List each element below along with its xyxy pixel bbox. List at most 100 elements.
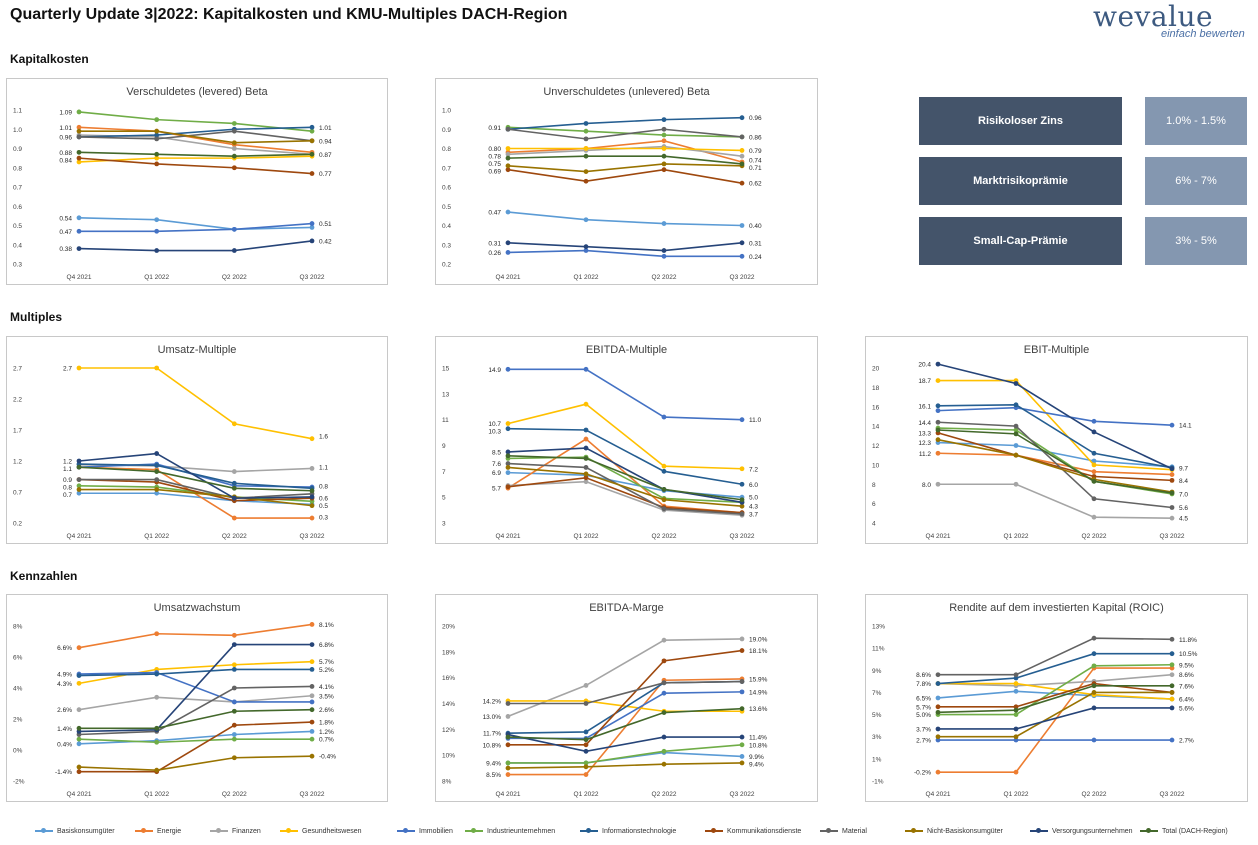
data-label: 0.26 [488, 250, 501, 257]
data-point [505, 167, 511, 173]
data-label: 7.6 [492, 461, 501, 468]
y-tick-label: 8% [442, 779, 452, 786]
legend-swatch [280, 828, 298, 833]
data-point [231, 662, 237, 668]
series-material [505, 126, 745, 142]
data-point [739, 115, 745, 121]
series-line [78, 668, 312, 677]
x-tick-label: Q1 2022 [1004, 791, 1029, 798]
series-line [78, 623, 313, 649]
data-point [935, 737, 941, 743]
data-point [1169, 705, 1175, 711]
series-line [79, 708, 313, 730]
data-point [76, 769, 82, 775]
chart-title: Verschuldetes (levered) Beta [126, 86, 268, 98]
data-point [583, 427, 589, 433]
series-basiskonsumg-ter [505, 209, 745, 228]
data-point [154, 217, 160, 223]
data-label: 5.0% [916, 712, 931, 719]
x-tick-label: Q1 2022 [574, 533, 599, 540]
y-tick-label: 2.2 [13, 397, 22, 404]
data-point [583, 701, 589, 706]
data-point [76, 490, 82, 496]
legend-item-material: Material [820, 824, 867, 838]
series-line [938, 379, 1173, 471]
series-line [78, 157, 313, 175]
series-total-dach-region [505, 153, 745, 167]
series-informationstechnologie [505, 426, 745, 487]
data-point [739, 648, 745, 653]
data-label: 1.2 [63, 459, 72, 466]
data-point [309, 171, 315, 176]
y-tick-label: 0.4 [13, 242, 22, 249]
data-point [935, 709, 941, 715]
data-point [935, 672, 941, 678]
data-label: 8.1% [319, 622, 334, 629]
data-point [1091, 651, 1097, 657]
chart-unlevered-beta: Unverschuldetes (unlevered) Beta 0.2 0.3 0.… [435, 78, 818, 285]
data-point [661, 506, 667, 512]
chart-svg: Unverschuldetes (unlevered) Beta 0.2 0.3 0.… [442, 86, 762, 281]
data-label: 0.31 [488, 240, 501, 247]
x-tick-label: Q4 2021 [926, 533, 951, 540]
x-tick-label: Q2 2022 [1082, 533, 1107, 540]
series-kommunikationsdienste [505, 167, 745, 186]
data-point [231, 128, 237, 134]
series-line [507, 455, 743, 501]
series-industrieunternehmen [76, 109, 315, 134]
legend-label: Versorgungsunternehmen [1052, 827, 1133, 835]
data-point [505, 209, 511, 215]
data-point [154, 671, 160, 677]
data-point [309, 667, 315, 672]
data-label: 11.2 [919, 451, 932, 458]
data-point [309, 699, 315, 705]
data-label: 0.8 [319, 483, 328, 490]
series-line [507, 163, 743, 173]
data-point [505, 250, 511, 255]
data-point [1169, 683, 1175, 689]
data-point [505, 151, 511, 157]
series-line [508, 649, 743, 746]
chart-ebit-multiple: EBIT-Multiple 4 6 8 10 12 14 16 18 20 Q4 2021 Q1 20… [865, 336, 1248, 544]
legend-swatch [1030, 828, 1048, 833]
data-point [505, 701, 511, 706]
series-gesundheitswesen [505, 146, 745, 153]
data-point [309, 128, 315, 134]
series-versorgungsunternehmen [505, 240, 745, 253]
data-label: 8.5% [486, 772, 501, 779]
chart-title: Umsatzwachstum [154, 602, 241, 614]
data-label: 20.4 [918, 362, 931, 369]
x-tick-label: Q2 2022 [1082, 791, 1107, 798]
series-line [78, 478, 313, 502]
series-total-dach-region [76, 707, 315, 731]
y-tick-label: 2% [13, 717, 23, 724]
series-line [508, 147, 743, 152]
data-label: 9.4% [486, 760, 501, 767]
legend-swatch [580, 828, 598, 833]
series-line [508, 678, 743, 776]
x-tick-label: Q4 2021 [67, 791, 92, 798]
series-line [78, 643, 312, 733]
legend-item-immobilien: Immobilien [397, 824, 453, 838]
data-point [76, 477, 82, 482]
y-tick-label: 16% [442, 675, 455, 682]
y-tick-label: 2.7 [13, 366, 22, 373]
data-point [583, 748, 589, 754]
data-point [309, 466, 315, 471]
data-point [1169, 690, 1175, 695]
data-point [76, 645, 82, 651]
data-label: 14.2% [483, 698, 502, 705]
y-tick-label: 15 [442, 366, 450, 373]
data-point [739, 706, 745, 712]
data-point [1169, 490, 1175, 496]
data-label: 11.8% [1179, 637, 1197, 644]
data-point [661, 690, 667, 696]
data-label: 0.77 [319, 171, 332, 178]
legend-item-finanzen: Finanzen [210, 824, 261, 838]
data-point [76, 764, 82, 770]
data-point [739, 511, 745, 517]
series-line [507, 480, 743, 517]
kpi-marktrisikopraemie-value: 6% - 7% [1145, 157, 1247, 205]
data-point [309, 494, 315, 500]
data-label: 13.0% [483, 714, 502, 721]
